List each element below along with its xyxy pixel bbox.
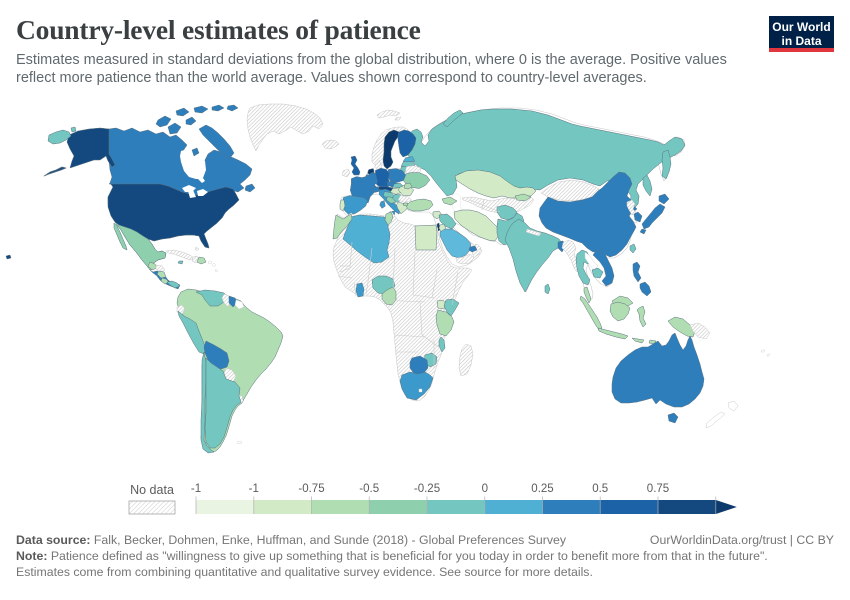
svg-text:0.25: 0.25 — [531, 483, 553, 495]
svg-text:-0.25: -0.25 — [414, 483, 440, 495]
svg-text:-0.75: -0.75 — [298, 483, 324, 495]
svg-text:0: 0 — [482, 483, 488, 495]
svg-text:0.75: 0.75 — [647, 483, 669, 495]
svg-text:0.5: 0.5 — [592, 483, 608, 495]
svg-text:No data: No data — [130, 483, 174, 497]
svg-text:-1: -1 — [191, 483, 201, 495]
svg-text:-1: -1 — [249, 483, 259, 495]
svg-text:-0.5: -0.5 — [359, 483, 379, 495]
